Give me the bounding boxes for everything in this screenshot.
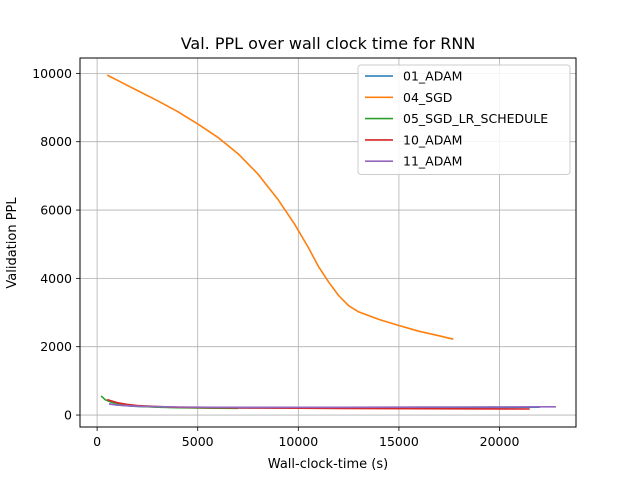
legend-label-04-sgd: 04_SGD	[403, 90, 452, 105]
legend-label-01-adam: 01_ADAM	[403, 69, 462, 84]
plot-lines	[100, 74, 556, 410]
y-tick-label: 10000	[32, 66, 72, 81]
x-tick-label: 5000	[182, 434, 214, 449]
plot-frame	[79, 57, 577, 428]
x-tick-label: 15000	[379, 434, 419, 449]
x-tick-label: 0	[93, 434, 101, 449]
chart-title: Val. PPL over wall clock time for RNN	[181, 34, 476, 53]
series-line-04-sgd	[106, 74, 454, 340]
y-axis-label: Validation PPL	[5, 197, 20, 289]
legend-box	[357, 64, 571, 175]
x-axis-label: Wall-clock-time (s)	[268, 457, 388, 472]
y-tick-label: 2000	[40, 339, 72, 354]
legend-label-05-sgd-lr-schedule: 05_SGD_LR_SCHEDULE	[403, 111, 548, 126]
x-tick-label: 10000	[278, 434, 318, 449]
legend: 01_ADAM 04_SGD 05_SGD_LR_SCHEDULE 10_ADAM 11…	[357, 64, 571, 175]
series-line-11-adam	[109, 403, 556, 409]
legend-label-10-adam: 10_ADAM	[403, 132, 462, 147]
ticks: 0 5000 10000 15000 20000 0 2000 4000 6000 8000 100…	[32, 66, 519, 449]
y-tick-label: 4000	[40, 271, 72, 286]
y-tick-label: 8000	[40, 134, 72, 149]
y-tick-label: 0	[64, 408, 72, 423]
y-tick-label: 6000	[40, 203, 72, 218]
legend-label-11-adam: 11_ADAM	[403, 154, 462, 169]
x-tick-label: 20000	[480, 434, 520, 449]
